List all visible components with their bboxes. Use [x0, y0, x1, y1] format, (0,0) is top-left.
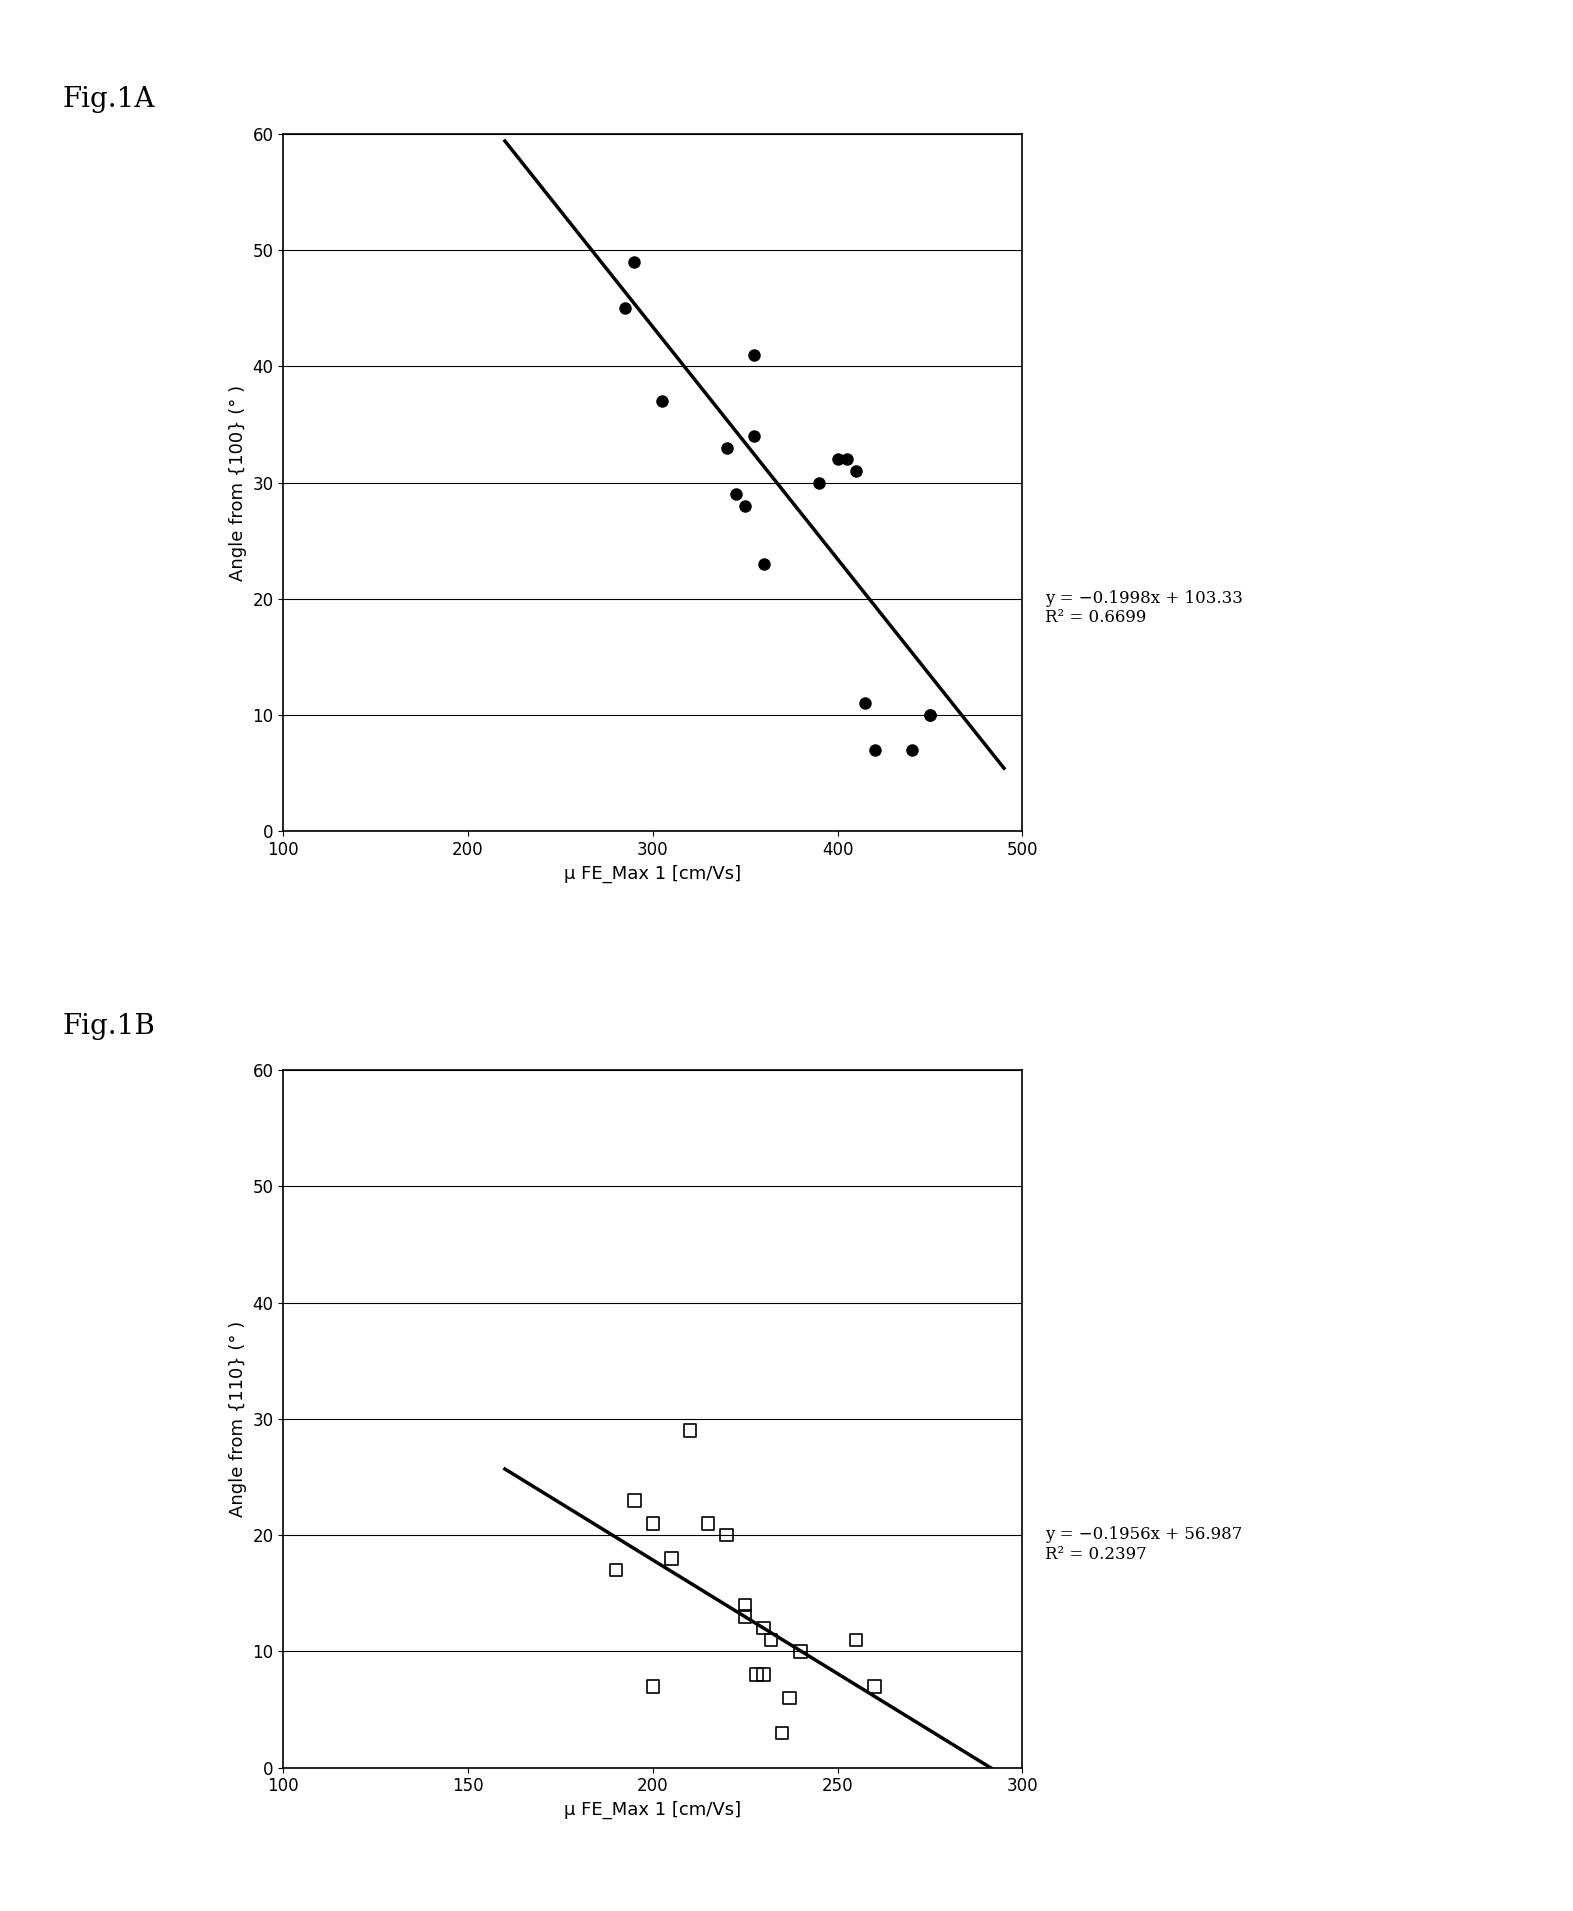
Y-axis label: Angle from {110} (° ): Angle from {110} (° ) — [228, 1321, 247, 1517]
Text: y = −0.1956x + 56.987
R² = 0.2397: y = −0.1956x + 56.987 R² = 0.2397 — [1044, 1527, 1243, 1563]
Point — [744, 1659, 769, 1689]
Point — [834, 443, 859, 474]
Point — [676, 1416, 702, 1447]
Point — [917, 699, 942, 730]
Point — [724, 480, 749, 510]
Point — [733, 1601, 758, 1632]
Point — [862, 734, 887, 764]
Point — [640, 1508, 665, 1538]
Point — [824, 443, 849, 474]
X-axis label: μ FE_Max 1 [cm/Vs]: μ FE_Max 1 [cm/Vs] — [565, 1800, 741, 1819]
Point — [621, 247, 647, 277]
Point — [650, 386, 675, 417]
Point — [733, 491, 758, 522]
Point — [604, 1556, 629, 1586]
Text: y = −0.1998x + 103.33
R² = 0.6699: y = −0.1998x + 103.33 R² = 0.6699 — [1044, 590, 1243, 627]
Point — [862, 1670, 887, 1701]
Text: Fig.1A: Fig.1A — [63, 86, 156, 113]
Point — [640, 1670, 665, 1701]
Point — [807, 468, 832, 499]
Point — [612, 292, 637, 323]
Point — [742, 340, 768, 371]
Point — [898, 734, 923, 764]
Point — [769, 1718, 794, 1749]
Text: Fig.1B: Fig.1B — [63, 1013, 156, 1040]
Y-axis label: Angle from {100} (° ): Angle from {100} (° ) — [228, 384, 247, 581]
Point — [750, 548, 775, 579]
Point — [777, 1682, 802, 1712]
Point — [758, 1624, 783, 1655]
Point — [917, 699, 942, 730]
Point — [843, 1624, 868, 1655]
X-axis label: μ FE_Max 1 [cm/Vs]: μ FE_Max 1 [cm/Vs] — [565, 864, 741, 883]
Point — [695, 1508, 720, 1538]
Point — [843, 455, 868, 485]
Point — [714, 432, 739, 462]
Point — [659, 1544, 684, 1575]
Point — [714, 1519, 739, 1550]
Point — [788, 1636, 813, 1666]
Point — [733, 1590, 758, 1621]
Point — [621, 1485, 647, 1515]
Point — [742, 420, 768, 451]
Point — [750, 1659, 775, 1689]
Point — [853, 688, 878, 719]
Point — [750, 1613, 775, 1643]
